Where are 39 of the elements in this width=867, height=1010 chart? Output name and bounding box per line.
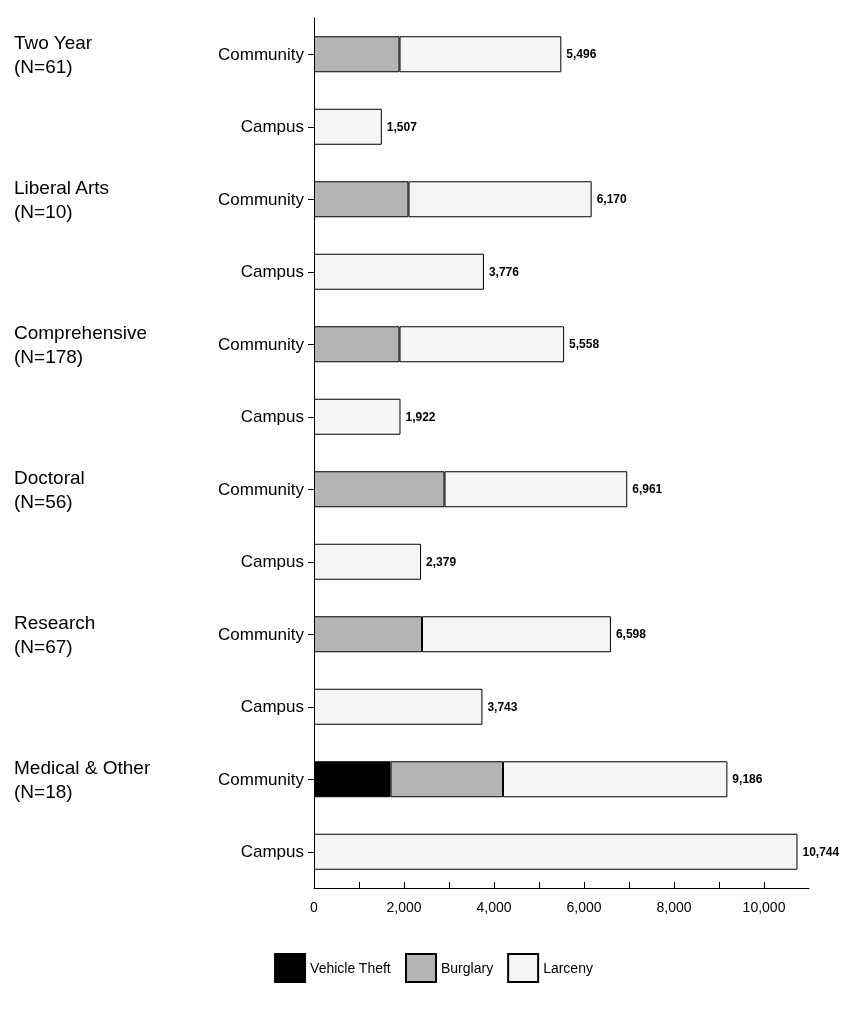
total-label: 3,776 <box>488 264 520 279</box>
total-label: 1,507 <box>386 119 418 134</box>
y-tick-label: Community <box>218 624 305 644</box>
y-tick-label: Campus <box>240 117 304 137</box>
total-label: 10,744 <box>802 844 840 859</box>
legend-label: Vehicle Theft <box>310 960 391 976</box>
y-tick-label: Campus <box>240 407 304 427</box>
x-tick-label: 10,000 <box>742 899 786 915</box>
x-tick-label: 0 <box>310 899 319 915</box>
total-label: 5,496 <box>566 47 597 62</box>
text: Comprehensive (N=178) <box>14 321 148 367</box>
y-tick-label: Community <box>218 479 305 499</box>
y-tick-label: Campus <box>240 697 304 717</box>
x-tick-label: 2,000 <box>386 899 422 915</box>
y-tick-label: Community <box>218 769 305 789</box>
text: Liberal Arts (N=10) <box>14 176 110 222</box>
y-tick-label: Campus <box>240 262 304 282</box>
y-tick-label: Community <box>218 189 305 209</box>
text: Doctoral (N=56) <box>14 466 85 512</box>
text: Research (N=67) <box>14 611 96 657</box>
x-tick-label: 8,000 <box>656 899 692 915</box>
total-label: 6,598 <box>615 627 647 642</box>
y-tick-label: Community <box>218 44 305 64</box>
legend-label: Larceny <box>543 960 593 976</box>
x-tick-label: 6,000 <box>566 899 602 915</box>
total-label: 5,558 <box>569 337 600 352</box>
y-tick-label: Community <box>218 334 305 354</box>
total-label: 3,743 <box>487 699 518 714</box>
y-tick-label: Campus <box>240 842 304 862</box>
y-tick-label: Campus <box>240 552 304 572</box>
text: Medical & Other (N=18) <box>14 756 151 802</box>
text: Two Year (N=61) <box>14 31 93 77</box>
x-tick-label: 4,000 <box>476 899 512 915</box>
legend-label: Burglary <box>441 960 494 976</box>
total-label: 2,379 <box>426 554 457 569</box>
total-label: 6,961 <box>632 482 663 497</box>
total-label: 9,186 <box>732 772 763 787</box>
total-label: 1,922 <box>405 409 436 424</box>
total-label: 6,170 <box>596 192 628 207</box>
